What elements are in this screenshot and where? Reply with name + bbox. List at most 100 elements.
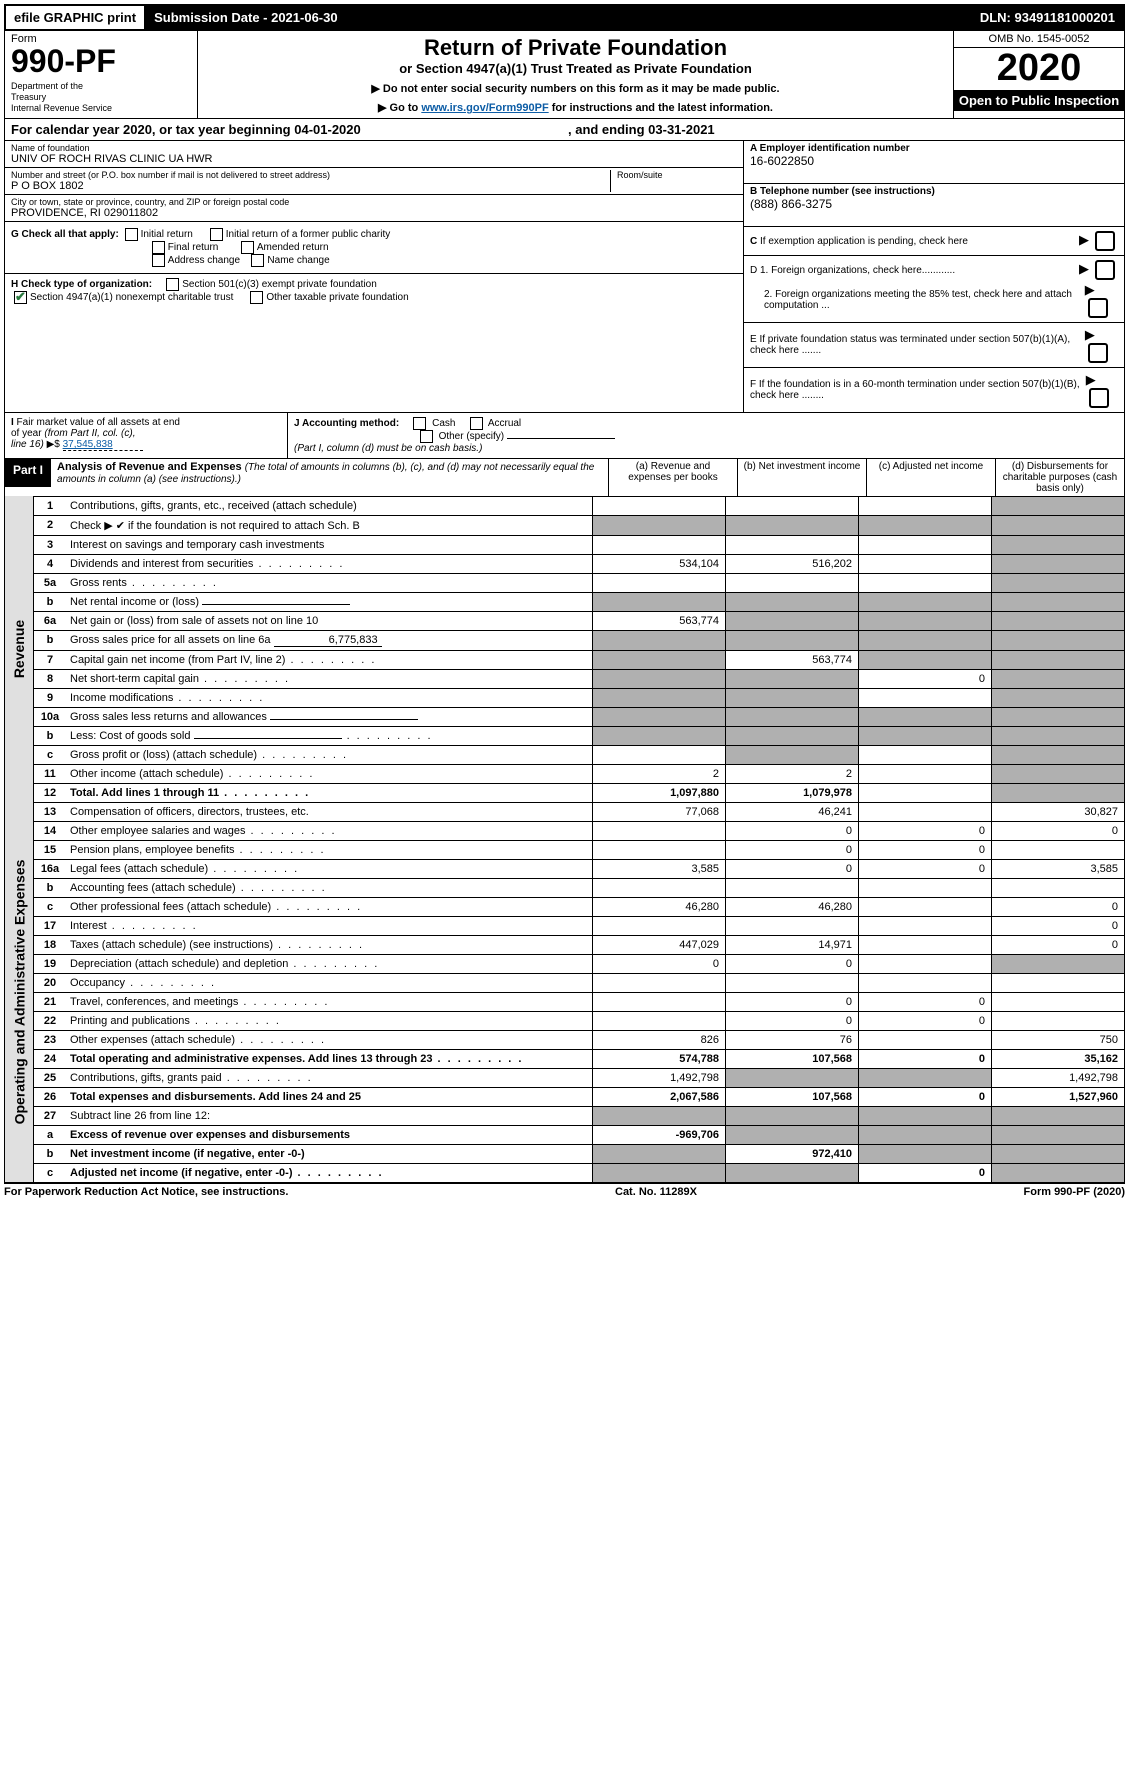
col-a bbox=[593, 574, 726, 592]
e-check: E If private foundation status was termi… bbox=[744, 323, 1124, 368]
city-label: City or town, state or province, country… bbox=[11, 197, 737, 207]
form-subtitle: or Section 4947(a)(1) Trust Treated as P… bbox=[202, 61, 949, 76]
col-a bbox=[593, 727, 726, 745]
col-d: 0 bbox=[992, 936, 1124, 954]
s501-checkbox[interactable] bbox=[166, 278, 179, 291]
col-c bbox=[859, 497, 992, 515]
ij-row: I Fair market value of all assets at end… bbox=[4, 413, 1125, 459]
other-taxable-checkbox[interactable] bbox=[250, 291, 263, 304]
footer-right: Form 990-PF (2020) bbox=[1024, 1186, 1126, 1198]
col-b bbox=[726, 497, 859, 515]
initial-former-checkbox[interactable] bbox=[210, 228, 223, 241]
final-return-checkbox[interactable] bbox=[152, 241, 165, 254]
line-num: 9 bbox=[34, 689, 66, 707]
d1-checkbox[interactable] bbox=[1095, 260, 1115, 280]
col-b: 0 bbox=[726, 822, 859, 840]
other-specify-field[interactable] bbox=[507, 438, 615, 439]
amended-return-checkbox[interactable] bbox=[241, 241, 254, 254]
d2-checkbox[interactable] bbox=[1088, 298, 1108, 318]
col-c bbox=[859, 1031, 992, 1049]
col-b bbox=[726, 974, 859, 992]
line-14: 14Other employee salaries and wages000 bbox=[34, 821, 1124, 840]
col-b: 516,202 bbox=[726, 555, 859, 573]
line-num: 11 bbox=[34, 765, 66, 783]
page-footer: For Paperwork Reduction Act Notice, see … bbox=[4, 1183, 1125, 1200]
accrual-checkbox[interactable] bbox=[470, 417, 483, 430]
line-num: 22 bbox=[34, 1012, 66, 1030]
line-num: 3 bbox=[34, 536, 66, 554]
col-c bbox=[859, 879, 992, 897]
line-22: 22Printing and publications00 bbox=[34, 1011, 1124, 1030]
col-a bbox=[593, 841, 726, 859]
col-a bbox=[593, 708, 726, 726]
i-cell: I Fair market value of all assets at end… bbox=[5, 413, 288, 458]
part1-header: Part I Analysis of Revenue and Expenses … bbox=[5, 459, 1124, 496]
col-a-header: (a) Revenue and expenses per books bbox=[609, 459, 738, 496]
col-c bbox=[859, 936, 992, 954]
line-15: 15Pension plans, employee benefits00 bbox=[34, 840, 1124, 859]
col-d bbox=[992, 536, 1124, 554]
line-num: 2 bbox=[34, 516, 66, 535]
ein-label: A Employer identification number bbox=[750, 143, 910, 154]
line-26: 26Total expenses and disbursements. Add … bbox=[34, 1087, 1124, 1106]
e-checkbox[interactable] bbox=[1088, 343, 1108, 363]
foundation-name: UNIV OF ROCH RIVAS CLINIC UA HWR bbox=[11, 153, 737, 165]
g-address: Address change bbox=[168, 255, 240, 266]
h-other: Other taxable private foundation bbox=[266, 292, 408, 303]
f-checkbox[interactable] bbox=[1089, 388, 1109, 408]
line-num: 24 bbox=[34, 1050, 66, 1068]
line-num: 18 bbox=[34, 936, 66, 954]
col-c bbox=[859, 631, 992, 650]
line-text: Net short-term capital gain bbox=[66, 670, 593, 688]
col-a bbox=[593, 516, 726, 535]
col-b: 0 bbox=[726, 993, 859, 1011]
s4947-checkbox[interactable] bbox=[14, 291, 27, 304]
tax-year: 2020 bbox=[954, 48, 1124, 90]
initial-return-checkbox[interactable] bbox=[125, 228, 138, 241]
line-18: 18Taxes (attach schedule) (see instructi… bbox=[34, 935, 1124, 954]
name-change-checkbox[interactable] bbox=[251, 254, 264, 267]
revenue-section: Revenue 1Contributions, gifts, grants, e… bbox=[4, 496, 1125, 802]
col-a bbox=[593, 670, 726, 688]
col-a bbox=[593, 497, 726, 515]
line-b: bNet investment income (if negative, ent… bbox=[34, 1144, 1124, 1163]
col-c bbox=[859, 746, 992, 764]
col-c bbox=[859, 516, 992, 535]
c-checkbox[interactable] bbox=[1095, 231, 1115, 251]
ein-value: 16-6022850 bbox=[750, 154, 814, 168]
col-a: 3,585 bbox=[593, 860, 726, 878]
dept-text: Department of theTreasuryInternal Revenu… bbox=[11, 81, 191, 113]
line-text: Printing and publications bbox=[66, 1012, 593, 1030]
address-change-checkbox[interactable] bbox=[152, 254, 165, 267]
line-7: 7Capital gain net income (from Part IV, … bbox=[34, 650, 1124, 669]
col-c bbox=[859, 784, 992, 802]
line-text: Occupancy bbox=[66, 974, 593, 992]
j-cell: J Accounting method: Cash Accrual Other … bbox=[288, 413, 1124, 458]
col-b: 0 bbox=[726, 860, 859, 878]
line-2: 2Check ▶ ✔ if the foundation is not requ… bbox=[34, 515, 1124, 535]
header-center: Return of Private Foundation or Section … bbox=[198, 31, 953, 118]
line-text: Interest on savings and temporary cash i… bbox=[66, 536, 593, 554]
col-c bbox=[859, 612, 992, 630]
fmv-link[interactable]: 37,545,838 bbox=[63, 439, 143, 451]
cash-checkbox[interactable] bbox=[413, 417, 426, 430]
line-num: 12 bbox=[34, 784, 66, 802]
form-header: Form 990-PF Department of theTreasuryInt… bbox=[4, 31, 1125, 119]
notice-ssn: ▶ Do not enter social security numbers o… bbox=[202, 82, 949, 95]
cal-mid: , and ending bbox=[568, 122, 648, 137]
addr-label: Number and street (or P.O. box number if… bbox=[11, 170, 604, 180]
col-b: 0 bbox=[726, 1012, 859, 1030]
other-method-checkbox[interactable] bbox=[420, 430, 433, 443]
col-a bbox=[593, 1012, 726, 1030]
line-13: 13Compensation of officers, directors, t… bbox=[34, 802, 1124, 821]
line-a: aExcess of revenue over expenses and dis… bbox=[34, 1125, 1124, 1144]
col-a: 563,774 bbox=[593, 612, 726, 630]
line-text: Net rental income or (loss) bbox=[66, 593, 593, 611]
col-c bbox=[859, 727, 992, 745]
efile-print-button[interactable]: efile GRAPHIC print bbox=[6, 6, 146, 29]
col-b bbox=[726, 516, 859, 535]
line-num: 23 bbox=[34, 1031, 66, 1049]
line-num: 19 bbox=[34, 955, 66, 973]
irs-link[interactable]: www.irs.gov/Form990PF bbox=[421, 102, 548, 114]
line-num: b bbox=[34, 727, 66, 745]
